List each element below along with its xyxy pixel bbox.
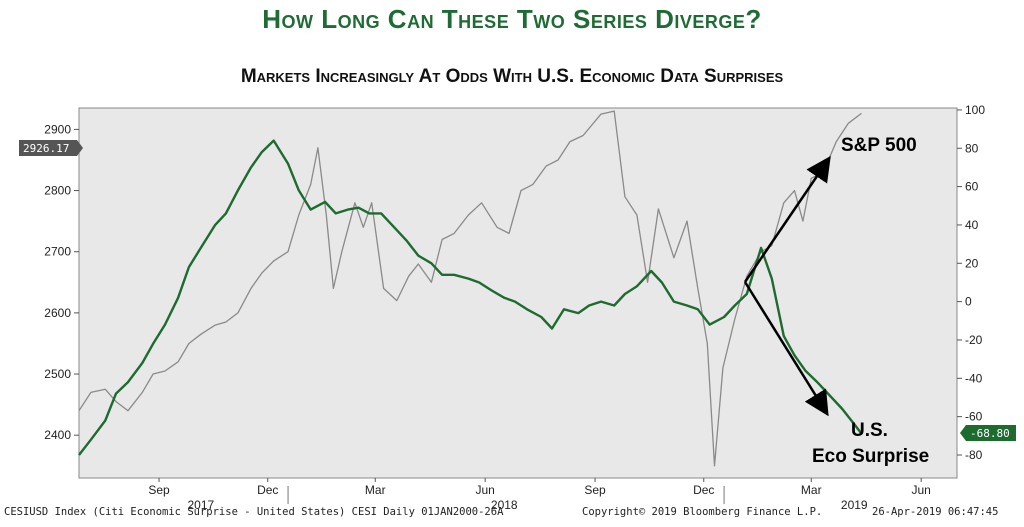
right-tick-label: 100 (965, 103, 985, 117)
left-tick-label: 2700 (44, 245, 71, 259)
left-tick-label: 2800 (44, 184, 71, 198)
left-tick-label: 2400 (44, 428, 71, 442)
chart-subtitle: Markets Increasingly At Odds With U.S. E… (240, 66, 784, 87)
x-month-label: Mar (365, 483, 386, 497)
x-month-label: Dec (693, 483, 714, 497)
x-month-label: Dec (257, 483, 278, 497)
right-tick-label: 60 (965, 180, 979, 194)
x-month-label: Sep (148, 483, 170, 497)
eco-surprise-arrow (743, 281, 829, 417)
svg-text:2926.17: 2926.17 (23, 142, 69, 155)
right-tick-label: -20 (965, 333, 983, 347)
right-tick-label: -60 (965, 410, 983, 424)
sp500-arrow (743, 155, 831, 283)
footer-copyright: Copyright© 2019 Bloomberg Finance L.P. (582, 506, 822, 518)
right-last-value-tag: -68.80 (960, 425, 1016, 441)
x-month-label: Jun (475, 483, 494, 497)
eco-surprise-line (78, 139, 863, 456)
eco-surprise-annotation-line1: U.S. (851, 420, 888, 441)
left-tick-label: 2900 (44, 122, 71, 136)
right-tick-label: 0 (965, 295, 972, 309)
x-month-label: Mar (801, 483, 822, 497)
right-tick-label: -80 (965, 448, 983, 462)
x-year-label: 2017 (187, 498, 214, 512)
right-tick-label: 40 (965, 218, 979, 232)
right-tick-label: -40 (965, 371, 983, 385)
x-year-label: 2018 (491, 498, 518, 512)
sp500-annotation: S&P 500 (841, 135, 917, 156)
footer-source: CESIUSD Index (Citi Economic Surprise - … (4, 506, 504, 518)
x-month-label: Sep (584, 483, 606, 497)
left-tick-label: 2600 (44, 306, 71, 320)
right-tick-label: 20 (965, 256, 979, 270)
left-last-value-tag: 2926.17 (19, 140, 83, 156)
footer-timestamp: 26-Apr-2019 06:47:45 (872, 506, 998, 518)
x-month-label: Jun (911, 483, 930, 497)
sp500-line (78, 110, 862, 467)
chart-title: How Long Can These Two Series Diverge? (262, 4, 762, 34)
svg-text:-68.80: -68.80 (970, 427, 1010, 440)
left-tick-label: 2500 (44, 367, 71, 381)
eco-surprise-annotation-line2: Eco Surprise (812, 446, 929, 467)
right-tick-label: 80 (965, 141, 979, 155)
x-year-label: 2019 (841, 498, 868, 512)
